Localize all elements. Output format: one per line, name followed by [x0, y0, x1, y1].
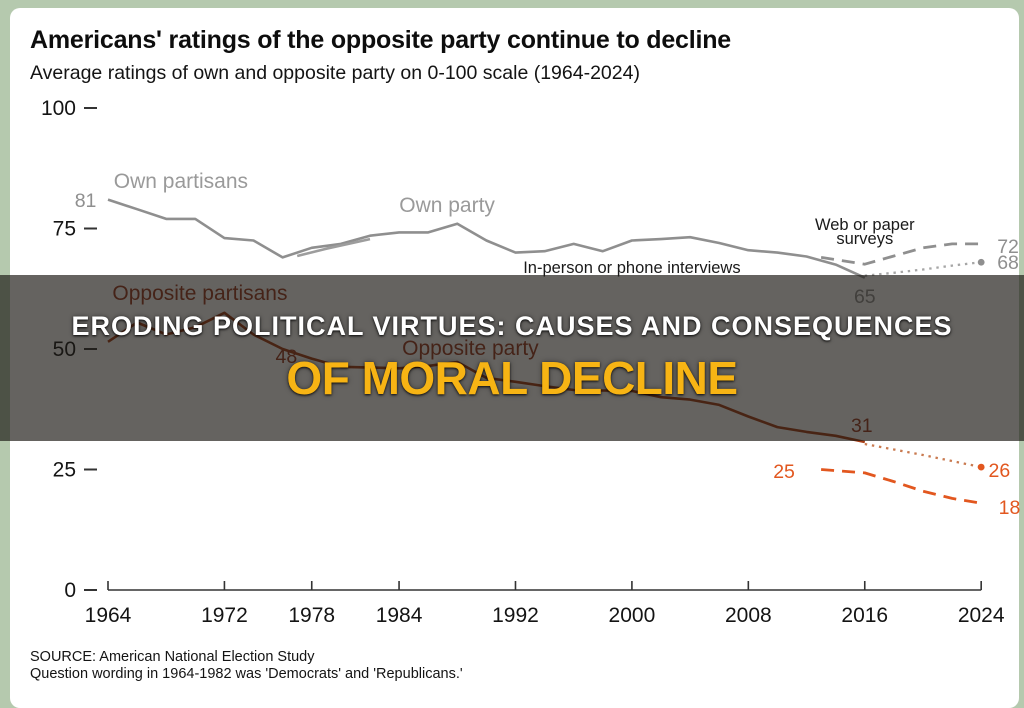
banner-headline-line1: ERODING POLITICAL VIRTUES: CAUSES AND CO… [71, 311, 953, 341]
x-tick-label-1964: 1964 [85, 604, 132, 627]
series-own-projection-end-dot [977, 258, 985, 266]
x-tick-label-1992: 1992 [492, 604, 539, 627]
y-tick-label-0: 0 [64, 579, 76, 602]
x-tick-label-1978: 1978 [288, 604, 335, 627]
series-opp-projection [864, 442, 982, 469]
source-line: SOURCE: American National Election Study [30, 649, 315, 665]
annotation-surveys: surveys [836, 230, 893, 248]
x-tick-label-2024: 2024 [958, 604, 1005, 627]
y-tick-label-75: 75 [53, 218, 76, 241]
annotation-68: 68 [997, 252, 1019, 274]
series-own-inperson [107, 198, 866, 279]
series-opp-projection-end-dot [977, 463, 985, 471]
y-tick-label-25: 25 [53, 459, 76, 482]
question-wording-note: Question wording in 1964-1982 was 'Democ… [30, 666, 463, 682]
page: { "frame": { "bg_color": "#b5c9ae", "car… [0, 8, 1024, 708]
x-tick-label-2008: 2008 [725, 604, 772, 627]
banner-overlay: ERODING POLITICAL VIRTUES: CAUSES AND CO… [0, 275, 1024, 441]
series-own-web [820, 242, 982, 266]
annotation-26: 26 [989, 460, 1011, 482]
annotation-web-or-paper: Web or paper [815, 216, 915, 234]
annotation-25: 25 [773, 461, 795, 483]
annotation-18: 18 [999, 497, 1021, 519]
annotation-81: 81 [75, 190, 97, 212]
x-tick-label-2016: 2016 [841, 604, 888, 627]
annotation-in-person-or-phone-interviews: In-person or phone interviews [523, 259, 740, 277]
x-tick-label-2000: 2000 [609, 604, 656, 627]
x-tick-label-1972: 1972 [201, 604, 248, 627]
series-own-projection [864, 261, 982, 277]
chart-subtitle: Average ratings of own and opposite part… [30, 62, 640, 84]
banner-headline-line2: OF MORAL DECLINE [286, 352, 738, 404]
series-opp-web [820, 468, 982, 505]
annotation-own-party: Own party [399, 194, 495, 217]
chart-title: Americans' ratings of the opposite party… [30, 26, 732, 54]
y-tick-label-100: 100 [41, 97, 76, 120]
x-tick-label-1984: 1984 [376, 604, 423, 627]
annotation-72: 72 [997, 236, 1019, 258]
series-own-overlap [296, 237, 371, 258]
annotation-own-partisans: Own partisans [114, 170, 248, 193]
